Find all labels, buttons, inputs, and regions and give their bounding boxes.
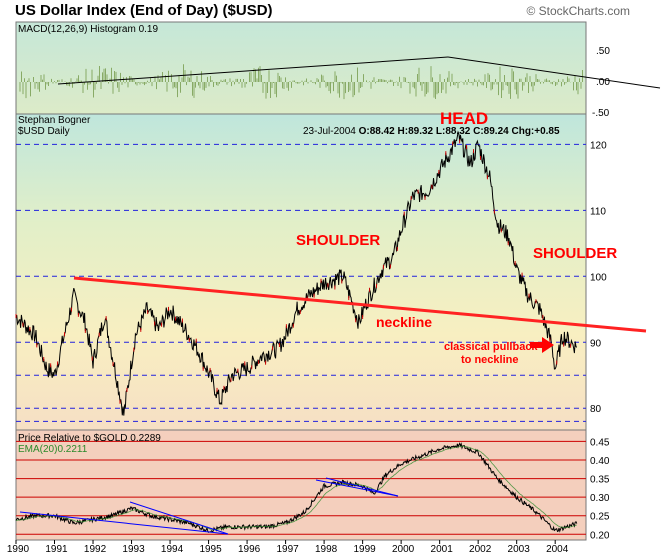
gold-ratio-ema-line [15,445,577,531]
year-tick-10: 2000 [392,544,415,555]
ema-label: EMA(20)0.2211 [18,444,88,455]
right-shoulder-label: SHOULDER [533,245,617,262]
ratio-grid [16,440,586,535]
left-shoulder-label: SHOULDER [296,232,380,249]
year-tick-0: 1990 [7,544,30,555]
neckline-line [73,276,647,333]
year-tick-14: 2004 [546,544,569,555]
year-tick-1: 1991 [45,544,68,555]
price-panel [15,113,587,431]
price-tick-4: 80 [590,404,602,415]
price-axis-ticks: 120 110 100 90 80 [590,140,607,415]
ratio-tick-3: 0.30 [590,493,610,504]
author-label: Stephan Bogner [18,115,91,126]
symbol-label: $USD Daily [18,126,70,137]
neckline-label: neckline [376,314,432,330]
ratio-tick-5: 0.20 [590,530,610,541]
ratio-tick-0: 0.45 [590,437,610,448]
macd-tick-1: .50 [596,46,610,57]
year-tick-8: 1998 [315,544,338,555]
usd-price-series [15,130,578,416]
macd-signal-line-2 [447,56,661,89]
chart-title: US Dollar Index (End of Day) ($USD) [15,2,273,19]
head-label: HEAD [440,109,488,128]
gold-ratio-series [15,442,578,533]
macd-tick-3: -.50 [592,108,610,119]
pullback-label-2: to neckline [461,354,518,366]
price-tick-2: 100 [590,272,607,283]
gold-ratio-line [15,442,578,533]
price-tick-1: 110 [590,206,606,217]
macd-histogram [19,64,583,100]
ratio-panel [15,429,587,541]
macd-signal-line [57,56,449,85]
year-tick-4: 1994 [161,544,184,555]
quote-line: 23-Jul-2004 O:88.42 H:89.32 L:88.32 C:89… [303,126,560,137]
price-tick-3: 90 [590,338,602,349]
pullback-arrow [530,337,554,353]
year-tick-9: 1999 [353,544,376,555]
price-grid [16,143,586,422]
year-tick-2: 1992 [84,544,107,555]
ratio-tick-4: 0.25 [590,512,610,523]
year-tick-7: 1997 [276,544,299,555]
year-tick-12: 2002 [469,544,492,555]
ratio-tick-2: 0.35 [590,475,610,486]
credit-text: © StockCharts.com [526,4,630,18]
macd-tick-2: .00 [596,77,610,88]
ratio-label: Price Relative to $GOLD 0.2289 [18,433,161,444]
x-axis-years: 1990 1991 1992 1993 1994 1995 1996 1997 1998 1999… [7,540,569,555]
year-tick-13: 2003 [508,544,531,555]
usd-price-line [15,130,578,416]
macd-label: MACD(12,26,9) Histogram 0.19 [18,24,158,35]
ratio-tick-1: 0.40 [590,456,610,467]
ratio-trendlines [19,477,399,535]
pullback-label-1: classical pullback [444,341,538,353]
ratio-axis-ticks: 0.45 0.40 0.35 0.30 0.25 0.20 [590,437,610,541]
price-tick-0: 120 [590,140,607,151]
year-tick-6: 1996 [238,544,261,555]
year-tick-3: 1993 [122,544,145,555]
year-tick-5: 1995 [199,544,222,555]
year-tick-11: 2001 [431,544,454,555]
